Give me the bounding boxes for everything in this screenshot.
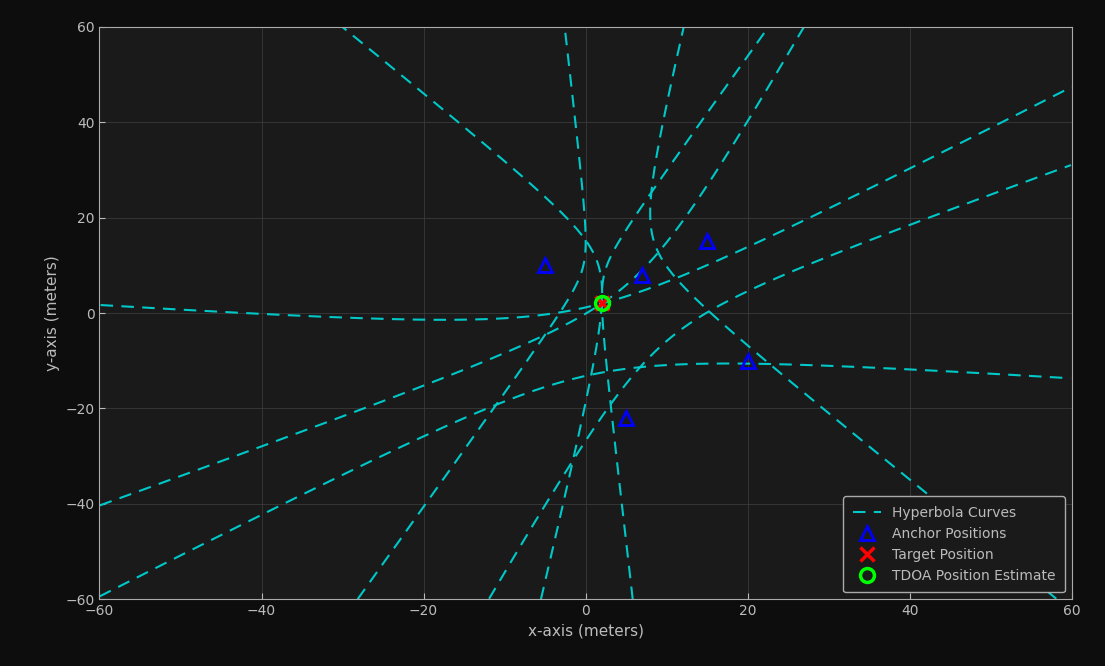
Legend: Hyperbola Curves, Anchor Positions, Target Position, TDOA Position Estimate: Hyperbola Curves, Anchor Positions, Targ… xyxy=(843,496,1065,593)
Anchor Positions xyxy=(620,414,633,422)
Anchor Positions xyxy=(635,271,649,279)
X-axis label: x-axis (meters): x-axis (meters) xyxy=(528,624,643,639)
Line: Anchor Positions: Anchor Positions xyxy=(538,234,755,425)
Hyperbola Curves xyxy=(596,289,609,297)
Line: Hyperbola Curves: Hyperbola Curves xyxy=(602,27,769,599)
Hyperbola Curves xyxy=(597,274,610,282)
Hyperbola Curves xyxy=(680,139,693,147)
Anchor Positions xyxy=(701,238,714,246)
Anchor Positions xyxy=(538,261,551,269)
Anchor Positions xyxy=(741,357,755,365)
Y-axis label: y-axis (meters): y-axis (meters) xyxy=(45,255,60,371)
Hyperbola Curves xyxy=(596,292,609,300)
